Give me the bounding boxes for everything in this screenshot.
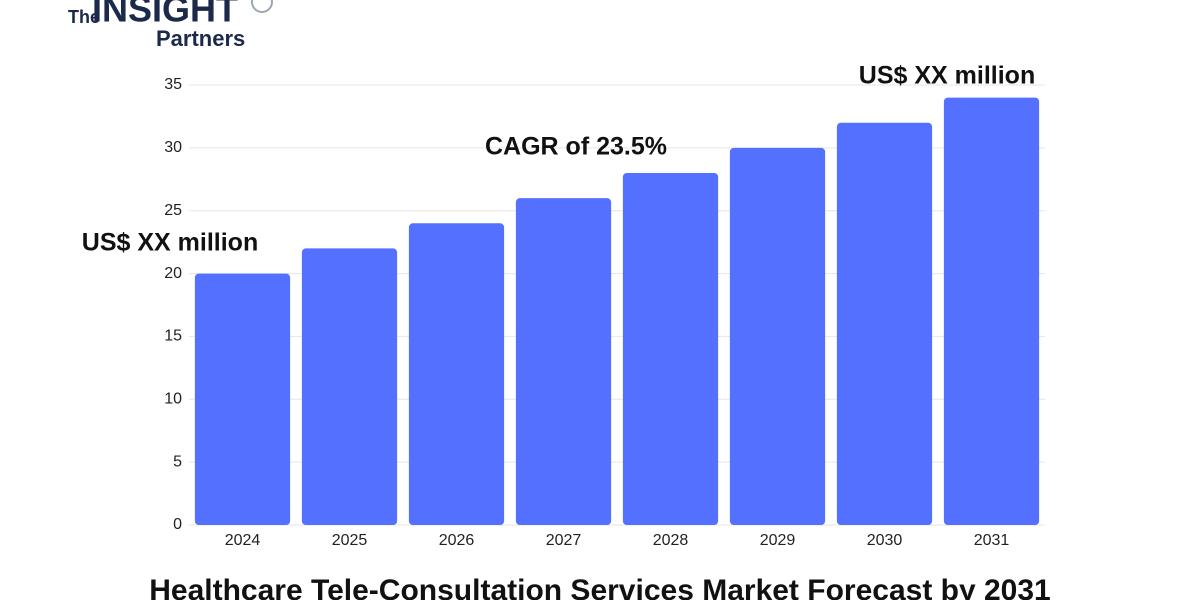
x-tick-label: 2030	[867, 532, 903, 549]
logo-the: The	[68, 7, 100, 27]
y-tick-label: 20	[164, 265, 182, 282]
y-tick-label: 15	[164, 328, 182, 345]
bar	[836, 122, 933, 525]
y-tick-label: 35	[164, 76, 182, 93]
bar	[622, 173, 719, 525]
x-tick-label: 2027	[546, 532, 582, 549]
x-tick-label: 2029	[760, 532, 796, 549]
x-tick-label: 2024	[225, 532, 261, 549]
y-tick-label: 30	[164, 139, 182, 156]
x-tick-label: 2025	[332, 532, 368, 549]
logo-icon	[251, 0, 273, 13]
logo: The INSIGHT Partners	[68, 0, 273, 51]
x-tick-label: 2026	[439, 532, 475, 549]
y-tick-label: 10	[164, 391, 182, 408]
y-tick-label: 25	[164, 202, 182, 219]
bar	[301, 248, 398, 525]
y-tick-label: 5	[173, 453, 182, 470]
y-tick-label: 0	[173, 516, 182, 533]
x-tick-label: 2028	[653, 532, 689, 549]
chart-title: Healthcare Tele-Consultation Services Ma…	[149, 574, 1050, 600]
annotation: US$ XX million	[82, 229, 258, 257]
logo-main: INSIGHT	[92, 0, 238, 30]
bar	[408, 223, 505, 526]
x-tick-label: 2031	[974, 532, 1010, 549]
bar	[515, 198, 612, 525]
logo-partners: Partners	[156, 26, 245, 51]
annotation: CAGR of 23.5%	[485, 133, 667, 161]
bar	[194, 273, 291, 525]
bar	[943, 97, 1040, 526]
annotation: US$ XX million	[859, 62, 1035, 90]
bar	[729, 147, 826, 525]
